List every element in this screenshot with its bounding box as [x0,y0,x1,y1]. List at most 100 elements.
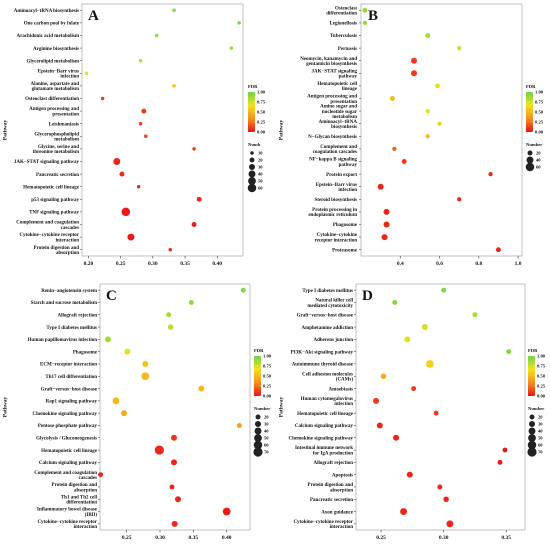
size-label: 10 [258,151,263,156]
bubble [138,58,143,63]
x-tick-label: 0.40 [222,535,232,541]
bubble [191,222,197,227]
x-tick-label: 0.30 [439,535,449,541]
bubble [380,373,387,379]
colorbar [254,356,261,396]
bubble [198,385,205,392]
bubble [222,507,231,516]
colorbar-label: 0.00 [535,130,544,135]
y-tick-label: Natural killer cell mediated cytotoxicity [307,299,353,309]
colorbar-label: 0.50 [537,374,546,379]
colorbar-label: 0.75 [263,364,272,369]
y-tick-label: Pancreatic secretion [36,173,79,178]
y-tick-label: NF−kappa B signaling pathway [309,158,357,168]
bubble [168,247,172,252]
size-label: 20 [538,415,543,420]
size-key [527,150,533,156]
x-tick-label: 0.35 [501,535,511,541]
y-tick-label: Epstein−Barr virus infection [38,69,79,79]
bubble [154,445,164,455]
colorbar-label: 0.75 [537,364,546,369]
bubble [166,312,172,318]
bubble [373,397,380,404]
bubble [421,324,428,331]
bubble [406,471,413,478]
bubble [141,372,150,381]
size-key [254,427,262,435]
y-tick-label: Pentose phosphate pathway [38,424,98,429]
colorbar-label: 0.25 [257,120,266,125]
size-key [249,157,255,163]
y-tick-label: Glycerolipid metabolism [26,59,79,64]
size-key [528,420,536,428]
bubble [404,336,411,343]
y-tick-label: Graft−versus−host disease [297,313,354,318]
y-tick-label: Calcium signaling pathway [295,424,354,429]
plot-frame [81,3,244,257]
panel-letter: B [368,8,378,24]
y-tick-label: Adherens junction [314,338,354,343]
y-tick-label: Protein digestion and absorption [308,483,354,493]
size-key [527,447,537,457]
fdr-title: FDR [526,84,536,89]
y-tick-label: Starch and sucrose metabolism [31,301,98,306]
size-key [527,440,537,450]
x-tick-label: 0.8 [475,261,482,267]
colorbar-label: 1.00 [263,354,272,359]
x-tick-label: 0.6 [436,261,443,267]
bubble [377,183,384,190]
y-tick-label: Calcium signaling pathway [39,461,98,466]
x-tick-label: 0.25 [116,261,126,267]
bubble [141,108,147,114]
bubble [502,447,508,453]
bubble [100,96,105,101]
bubble [410,70,418,77]
y-tick-label: Aminoacyl−tRNA biosynthesis [319,120,358,130]
size-label: 50 [264,436,269,441]
colorbar-label: 0.50 [257,110,266,115]
size-label: 60 [538,443,543,448]
y-tick-label: Steroid biosynthesis [314,198,357,203]
colorbar-label: 1.00 [257,90,266,95]
bubble [457,197,462,202]
bubble [119,171,125,177]
y-tick-label: Legionellosis [329,22,357,27]
bubble [229,46,234,50]
y-tick-label: Hematopoietic cell lineage [23,185,80,190]
colorbar-label: 0.00 [263,394,272,399]
bubble [488,171,493,177]
bubble [362,20,368,26]
size-title: Numb [248,142,261,147]
size-label: 40 [264,429,269,434]
y-tick-label: Human cytomegalovirus infection [301,397,354,407]
x-tick-label: 0.30 [148,261,158,267]
y-tick-label: Arachidonic acid metabolism [17,34,80,39]
y-tick-label: Th1 and Th2 cell differentiation [61,495,98,505]
size-key [528,427,536,435]
y-tick-label: PI3K−Akt signaling pathway [291,350,354,355]
y-tick-label: Cytokine−cytokine receptor interaction [37,520,97,530]
size-key [253,440,263,450]
x-tick-label: 0.40 [212,261,222,267]
y-tick-label: Intestinal immune network for IgA product… [295,446,353,456]
y-tick-label: Protein digestion and absorption [34,246,80,256]
y-tick-label: Neomycin, kanamycin and gentamicin biosyn… [300,57,357,67]
bubble [383,208,390,215]
panel-letter: C [106,288,117,304]
size-label: 30 [538,422,543,427]
x-tick-label: 0.25 [376,535,386,541]
y-tick-label: Human papillomavirus infection [28,338,98,343]
colorbar-label: 0.75 [535,100,544,105]
bubble [121,207,131,217]
size-key [255,414,261,420]
fdr-title: FDR [254,348,264,353]
size-title: Number [254,406,270,411]
size-label: 20 [258,158,263,163]
size-key [528,434,536,442]
bubble [171,520,178,527]
y-tick-label: One carbon pool by folate [24,22,80,27]
size-key [248,163,256,171]
y-tick-label: Cytokine−cytokine receptor interaction [315,233,358,243]
y-tick-label: Phagosome [73,350,98,355]
colorbar [248,92,255,132]
